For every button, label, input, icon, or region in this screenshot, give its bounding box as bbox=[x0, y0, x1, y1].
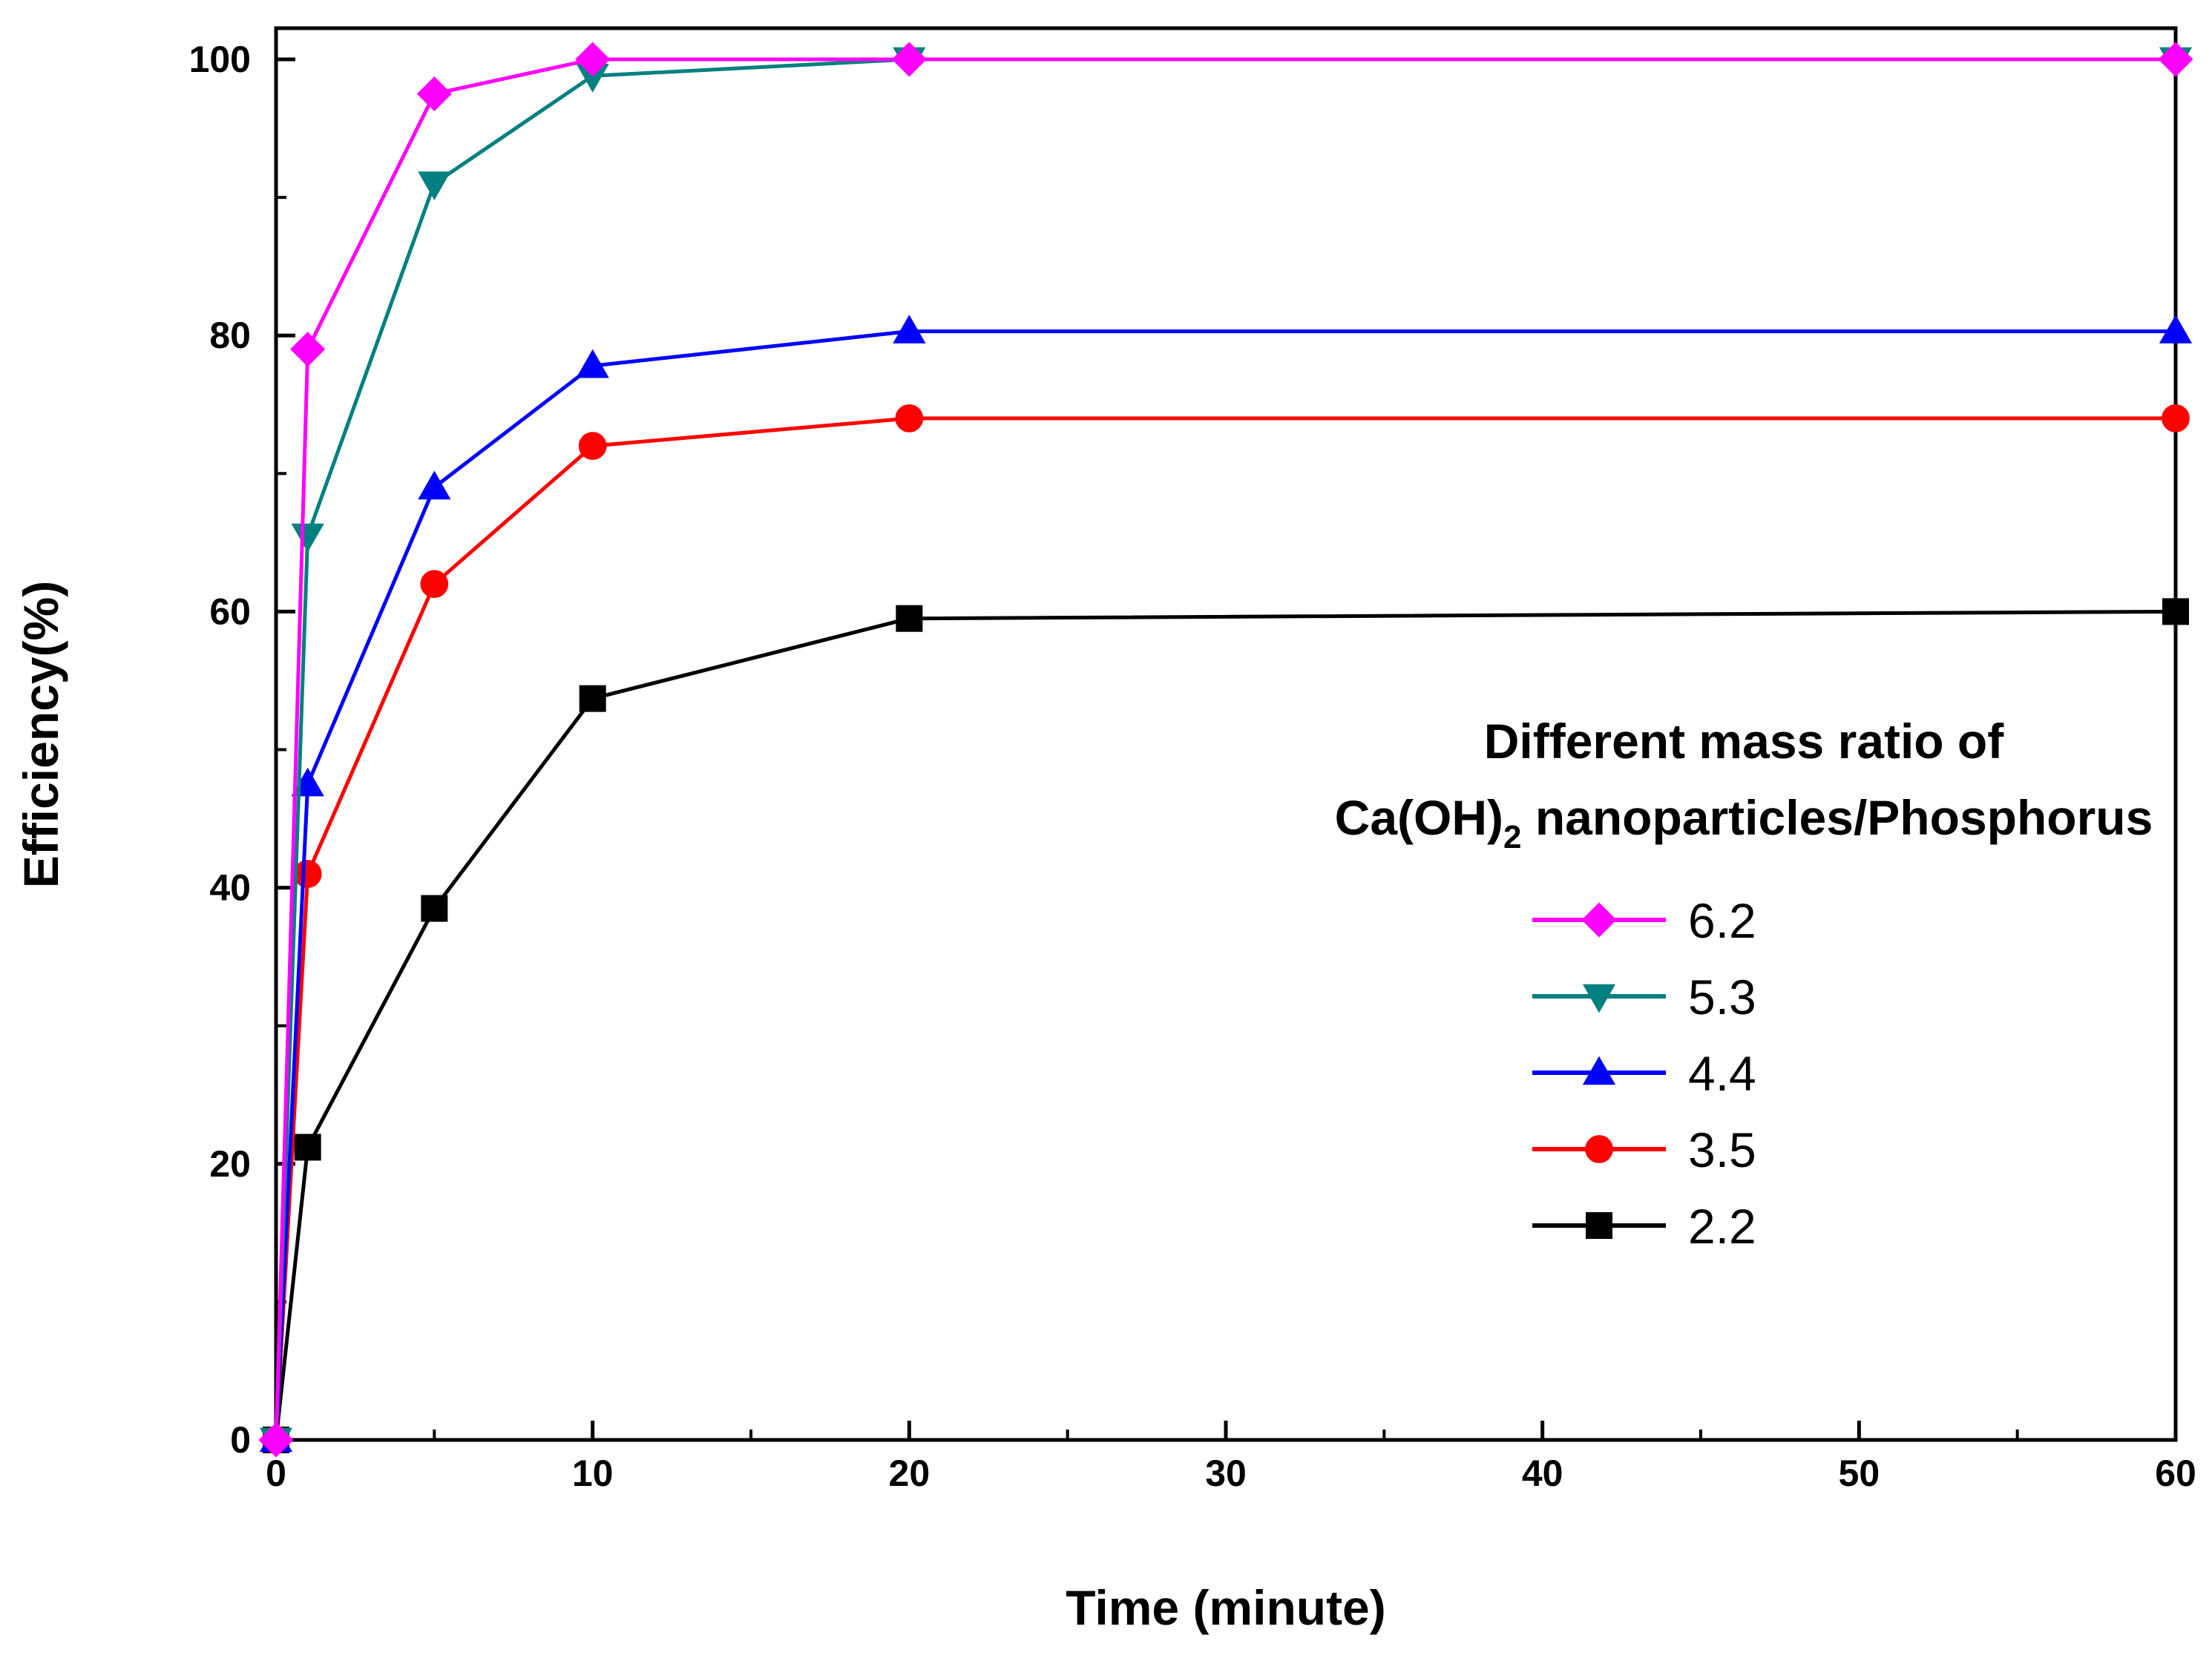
legend-title-line1: Different mass ratio of bbox=[1484, 714, 2004, 769]
legend-item-2.2: 2.2 bbox=[1532, 1199, 1756, 1254]
legend-item-3.5: 3.5 bbox=[1532, 1122, 1756, 1177]
data-point bbox=[578, 432, 607, 460]
series-6.2 bbox=[258, 42, 2193, 1458]
series-line bbox=[274, 57, 2176, 1441]
y-tick-label: 20 bbox=[209, 1143, 251, 1185]
legend-label: 4.4 bbox=[1688, 1046, 1756, 1101]
data-point bbox=[891, 42, 927, 77]
legend-label: 6.2 bbox=[1688, 893, 1756, 948]
data-point bbox=[895, 404, 924, 432]
x-tick-label: 50 bbox=[1839, 1453, 1880, 1494]
x-tick-label: 60 bbox=[2155, 1453, 2196, 1494]
data-point bbox=[896, 605, 923, 632]
series-line bbox=[274, 609, 2176, 1441]
legend-marker bbox=[1582, 984, 1616, 1013]
data-point bbox=[575, 42, 611, 77]
x-tick-label: 10 bbox=[572, 1453, 614, 1494]
x-axis-title: Time (minute) bbox=[1066, 1580, 1385, 1635]
data-point bbox=[576, 349, 609, 378]
x-tick-label: 40 bbox=[1522, 1453, 1563, 1494]
x-tick-label: 20 bbox=[889, 1453, 931, 1494]
legend-item-6.2: 6.2 bbox=[1532, 893, 1756, 948]
legend-marker bbox=[1586, 1212, 1612, 1239]
data-point bbox=[421, 895, 448, 922]
data-point bbox=[2158, 42, 2193, 77]
data-point bbox=[416, 76, 452, 112]
series-line bbox=[274, 329, 2176, 1441]
series-3.5 bbox=[262, 404, 2190, 1454]
data-point bbox=[291, 523, 324, 553]
data-point bbox=[258, 1422, 294, 1458]
data-point bbox=[579, 685, 606, 712]
legend-item-5.3: 5.3 bbox=[1532, 970, 1756, 1024]
legend-marker bbox=[1581, 902, 1617, 938]
series-4.4 bbox=[259, 315, 2193, 1453]
data-point bbox=[2162, 404, 2190, 432]
y-tick-label: 80 bbox=[209, 315, 251, 356]
data-point bbox=[293, 860, 322, 888]
y-tick-label: 100 bbox=[189, 39, 251, 80]
x-tick-label: 0 bbox=[266, 1453, 286, 1494]
data-point bbox=[420, 570, 449, 599]
y-axis-title: Efficiency(%) bbox=[13, 581, 68, 888]
data-point bbox=[893, 315, 926, 343]
x-tick-label: 30 bbox=[1205, 1453, 1247, 1494]
y-tick-label: 40 bbox=[209, 867, 251, 909]
y-tick-label: 0 bbox=[230, 1419, 251, 1461]
data-point bbox=[294, 1134, 321, 1161]
data-point bbox=[2159, 315, 2193, 343]
legend-title-line2-prefix: Ca(OH) bbox=[1335, 790, 1503, 845]
data-point bbox=[290, 332, 326, 367]
legend-title-line2: Ca(OH)2 nanoparticles/Phosphorus bbox=[1335, 790, 2153, 855]
legend-title-line2-suffix: nanoparticles/Phosphorus bbox=[1521, 790, 2153, 845]
series-line bbox=[274, 416, 2176, 1441]
legend-label: 5.3 bbox=[1688, 970, 1756, 1024]
legend-item-4.4: 4.4 bbox=[1532, 1046, 1756, 1101]
legend-label: 2.2 bbox=[1688, 1199, 1756, 1254]
data-point bbox=[418, 470, 451, 500]
legend: 6.2 5.3 4.4 3.5 2.2 bbox=[1532, 893, 1756, 1254]
data-point bbox=[418, 171, 451, 200]
legend-marker bbox=[1585, 1135, 1613, 1163]
y-tick-label: 60 bbox=[209, 591, 251, 632]
legend-marker bbox=[1582, 1056, 1616, 1085]
legend-title-line2-subscript: 2 bbox=[1503, 819, 1521, 855]
data-point bbox=[2162, 598, 2189, 625]
legend-label: 3.5 bbox=[1688, 1122, 1756, 1177]
